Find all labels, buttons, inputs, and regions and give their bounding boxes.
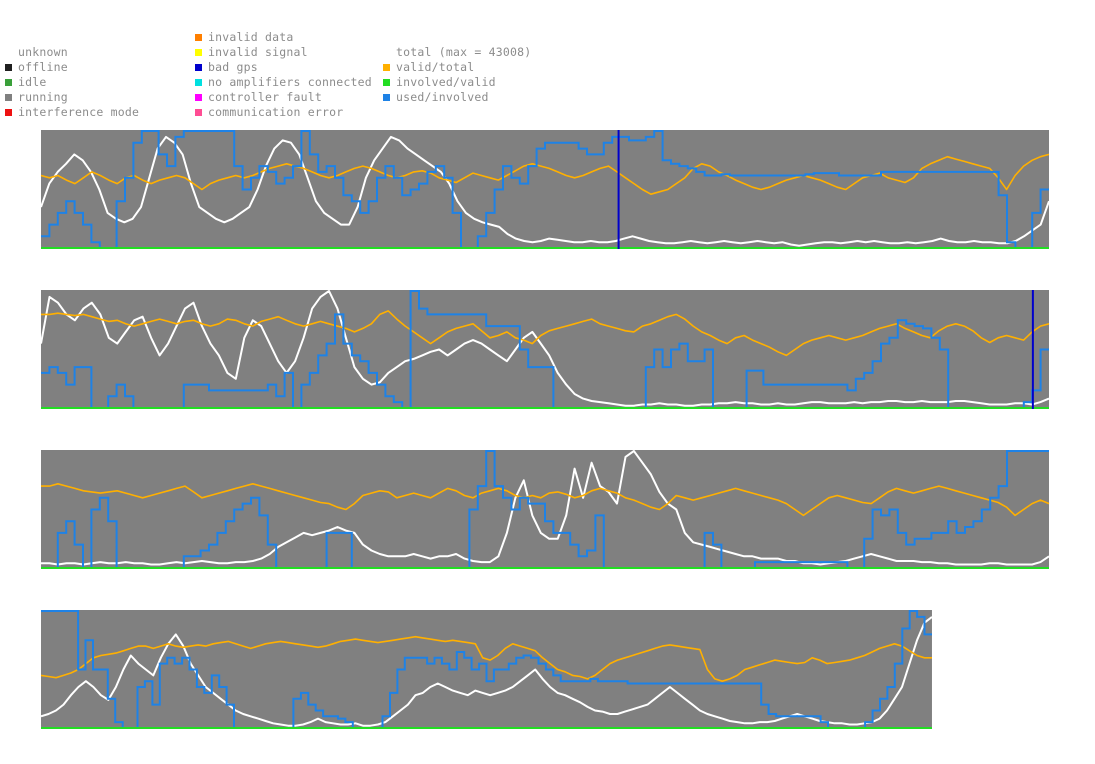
legend-label: valid/total xyxy=(396,60,475,74)
legend-swatch-running xyxy=(5,93,12,101)
series-used-involved-line xyxy=(41,450,1049,569)
series-valid-total-line xyxy=(40,635,932,683)
legend-label: controller fault xyxy=(208,90,322,104)
legend-item-idle: idle xyxy=(5,75,47,89)
series-used-involved-line xyxy=(41,130,1049,249)
series-used-involved-line xyxy=(41,290,1049,409)
legend: unknown offline idle running interferenc… xyxy=(0,0,1095,125)
legend-label: bad gps xyxy=(208,60,258,74)
legend-swatch-valid-total xyxy=(383,63,390,71)
legend-label: idle xyxy=(18,75,47,89)
legend-swatch-used-involved xyxy=(383,93,390,101)
legend-item-interference-mode: interference mode xyxy=(5,105,139,119)
legend-item-bad-gps: bad gps xyxy=(195,60,258,74)
legend-label: unknown xyxy=(18,45,68,59)
legend-swatch-controller-fault xyxy=(195,93,202,101)
legend-item-invalid-signal: invalid signal xyxy=(195,45,308,59)
legend-item-communication-error: communication error xyxy=(195,105,343,119)
series-used-involved-line xyxy=(41,610,932,729)
legend-item-total: total (max = 43008) xyxy=(383,45,531,59)
chart-row-1-background xyxy=(41,130,1049,249)
legend-item-running: running xyxy=(5,90,68,104)
legend-swatch-communication-error xyxy=(195,108,202,116)
legend-swatch-invalid-data xyxy=(195,33,202,41)
series-valid-total-line xyxy=(41,310,1050,357)
legend-swatch-unknown xyxy=(5,48,12,56)
series-total-line xyxy=(40,135,1050,247)
legend-item-no-amplifiers: no amplifiers connected xyxy=(195,75,372,89)
legend-swatch-idle xyxy=(5,78,12,86)
legend-label: involved/valid xyxy=(396,75,496,89)
legend-swatch-total xyxy=(383,48,390,56)
legend-label: communication error xyxy=(208,105,344,119)
series-total-line xyxy=(40,290,1050,407)
legend-swatch-bad-gps xyxy=(195,63,202,71)
legend-label: running xyxy=(18,90,68,104)
legend-item-used-involved: used/involved xyxy=(383,90,489,104)
legend-item-unknown: unknown xyxy=(5,45,68,59)
series-total-line xyxy=(41,450,1050,566)
legend-swatch-interference-mode xyxy=(5,108,12,116)
legend-item-offline: offline xyxy=(5,60,68,74)
legend-label: interference mode xyxy=(18,105,140,119)
legend-swatch-no-amplifiers xyxy=(195,78,202,86)
legend-label: no amplifiers connected xyxy=(208,75,372,89)
legend-swatch-involved-valid xyxy=(383,78,390,86)
legend-item-involved-valid: involved/valid xyxy=(383,75,496,89)
legend-label: invalid data xyxy=(208,30,294,44)
legend-swatch-offline xyxy=(5,63,12,71)
legend-label: invalid signal xyxy=(208,45,308,59)
legend-item-controller-fault: controller fault xyxy=(195,90,322,104)
legend-item-invalid-data: invalid data xyxy=(195,30,293,44)
legend-label: used/involved xyxy=(396,90,489,104)
legend-item-valid-total: valid/total xyxy=(383,60,474,74)
legend-label: total (max = 43008) xyxy=(396,45,532,59)
legend-swatch-invalid-signal xyxy=(195,48,202,56)
series-valid-total-line xyxy=(41,482,1050,517)
legend-label: offline xyxy=(18,60,68,74)
